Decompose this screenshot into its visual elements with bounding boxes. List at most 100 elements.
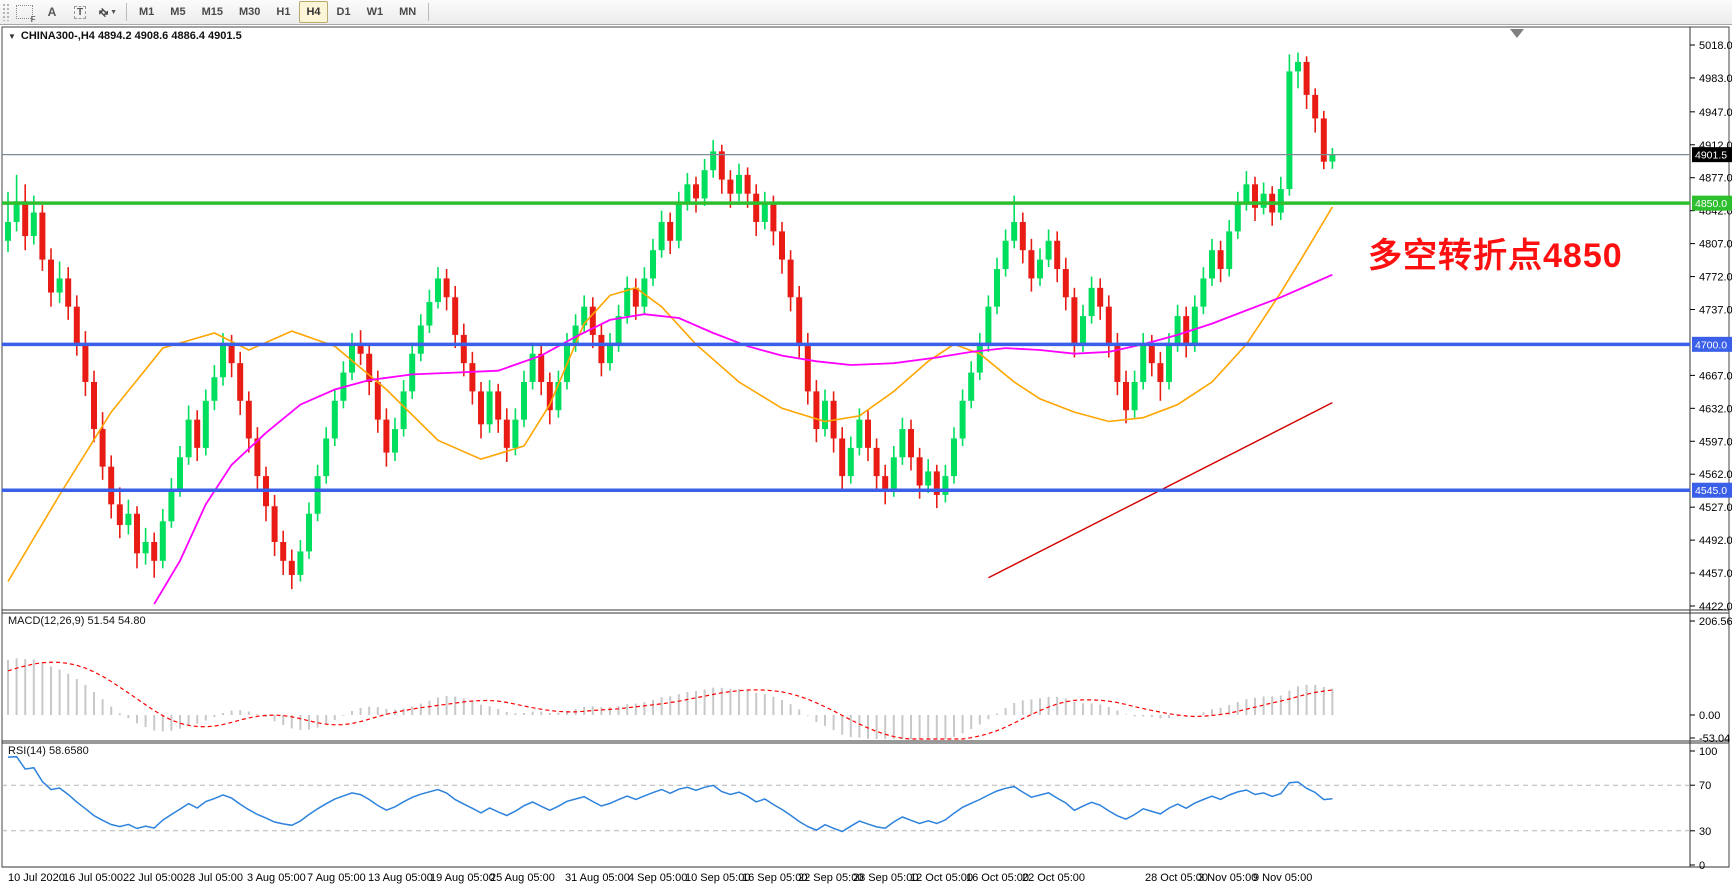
dropdown-caret-icon[interactable]: ▼: [110, 8, 118, 16]
candle-body: [1131, 381, 1138, 411]
rsi-tick-label: 0: [1699, 860, 1705, 872]
timeframe-button-M5[interactable]: M5: [170, 6, 186, 18]
timeframe-button-D1[interactable]: D1: [336, 6, 351, 18]
candle-body: [1191, 306, 1198, 345]
time-axis-label: 16 Sep 05:00: [742, 872, 807, 884]
toolbar-grip[interactable]: [2, 3, 10, 21]
candle-body: [710, 151, 717, 171]
candle-body: [392, 429, 398, 453]
candle-body: [30, 212, 37, 237]
candle-body: [804, 344, 811, 392]
candle-body: [847, 447, 854, 477]
candle-body: [1209, 250, 1215, 279]
price-level-label: 4545.0: [1695, 485, 1727, 497]
candle-body: [495, 391, 502, 420]
candle-body: [271, 506, 278, 542]
candle-body: [1303, 61, 1310, 95]
timeframe-button-M30[interactable]: M30: [238, 6, 261, 18]
chart-shift-marker-icon: [1510, 29, 1524, 38]
candle-body: [1002, 240, 1009, 270]
candle-body: [194, 419, 201, 448]
time-axis-label: 10 Sep 05:00: [685, 872, 750, 884]
candle-body: [1295, 61, 1301, 72]
candle-body: [856, 419, 863, 448]
candle-body: [1123, 381, 1129, 411]
candle-body: [1312, 94, 1319, 119]
candle-body: [478, 391, 484, 425]
timeframe-button-MN[interactable]: MN: [399, 6, 417, 18]
candle-body: [1011, 221, 1018, 241]
candle-body: [400, 391, 407, 430]
candle-body: [546, 381, 553, 411]
timeframe-button-H1[interactable]: H1: [276, 6, 291, 18]
candle-body: [125, 513, 132, 526]
time-axis-label: 10 Jul 2020: [8, 872, 65, 884]
price-level-label-box: [1692, 482, 1732, 498]
candle-body: [736, 174, 742, 194]
time-axis-label: 19 Aug 05:00: [430, 872, 495, 884]
candle-body: [916, 457, 923, 486]
rsi-indicator-label: RSI(14) 58.6580: [8, 745, 89, 757]
candle-body: [761, 203, 768, 222]
candle-body: [409, 353, 416, 392]
candle-body: [1286, 71, 1293, 190]
candle-body: [91, 381, 97, 430]
chart-title-text: CHINA300-,H4 4894.2 4908.6 4886.4 4901.5: [20, 30, 242, 42]
text-label-icon[interactable]: A: [47, 5, 57, 19]
candle-body: [202, 400, 209, 448]
time-axis-label: 31 Aug 05:00: [565, 872, 630, 884]
time-axis-label: 9 Nov 05:00: [1253, 872, 1312, 884]
timeframe-button-M15[interactable]: M15: [201, 6, 223, 18]
candle-body: [1226, 231, 1233, 270]
candle-body: [1329, 154, 1336, 162]
candle-body: [615, 316, 622, 345]
candle-body: [925, 471, 932, 486]
candle-body: [701, 170, 708, 199]
candle-body: [718, 151, 725, 180]
chart-title: ▼ CHINA300-,H4 4894.2 4908.6 4886.4 4901…: [8, 30, 242, 42]
chart-grid-f-icon[interactable]: F: [11, 1, 37, 24]
candle-body: [168, 490, 175, 522]
text-box-icon[interactable]: T: [67, 1, 93, 23]
ma-line-magenta: [153, 273, 1333, 605]
candle-body: [314, 476, 321, 514]
candle-body: [73, 306, 80, 345]
chart-window: 5018.0 4983.0 4947.0 4912.0 4877.0 4842.0 4807…: [0, 25, 1732, 892]
candle-body: [994, 269, 1000, 307]
time-axis-label: 28 Jul 05:00: [183, 872, 243, 884]
price-tick-label: 4737.0: [1699, 304, 1732, 316]
chart-collapse-icon[interactable]: ▼: [8, 31, 16, 41]
price-level-label: 4850.0: [1695, 198, 1727, 210]
price-level-label-box: [1692, 336, 1732, 352]
candle-body: [1105, 306, 1112, 345]
ma-line-orange: [7, 206, 1334, 582]
candle-body: [108, 466, 115, 505]
candle-body: [555, 381, 562, 411]
candle-body: [787, 259, 794, 298]
candle-body: [469, 363, 476, 392]
candle-body: [5, 221, 11, 241]
candle-body: [822, 400, 828, 430]
timeframe-button-M1[interactable]: M1: [139, 6, 155, 18]
candle-body: [1037, 259, 1043, 279]
macd-indicator-label: MACD(12,26,9) 51.54 54.80: [8, 615, 146, 627]
macd-tick-label: 206.56: [1699, 616, 1732, 628]
candle-body: [1320, 118, 1327, 162]
candle-body: [331, 400, 338, 439]
timeframe-button-W1[interactable]: W1: [366, 6, 384, 18]
chart-canvas[interactable]: 5018.04983.04947.04912.04877.04842.04807…: [0, 25, 1732, 892]
time-axis-label: 16 Jul 05:00: [63, 872, 123, 884]
candle-body: [959, 400, 966, 439]
time-axis-label: 3 Nov 05:00: [1198, 872, 1257, 884]
candle-body: [1234, 203, 1241, 232]
candle-body: [951, 438, 957, 477]
price-level-label-box: [1692, 147, 1732, 163]
rsi-line: [7, 755, 1333, 833]
candle-body: [1054, 240, 1061, 270]
timeframe-button-H4[interactable]: H4: [299, 1, 328, 23]
candle-body: [908, 429, 914, 458]
candle-body: [56, 278, 63, 293]
rsi-tick-label: 70: [1699, 780, 1711, 792]
arrows-tool-icon[interactable]: ⇄ ▼: [95, 4, 118, 20]
candle-body: [443, 278, 450, 298]
